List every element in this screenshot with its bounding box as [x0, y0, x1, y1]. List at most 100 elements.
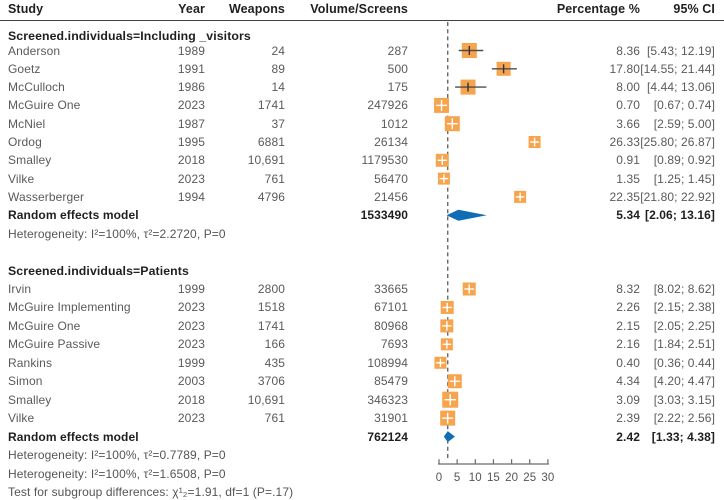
study-name: Anderson — [8, 43, 61, 58]
footnote-row: Test for subgroup differences: χ¹₂=1.91,… — [0, 483, 724, 500]
summary-label: Random effects model — [8, 208, 139, 223]
weapons-value: 14 — [271, 80, 285, 95]
weapons-value: 24 — [271, 43, 285, 58]
percentage-value: 26.33 — [609, 135, 640, 149]
study-row: Smalley 2018 10,691 346323 3.09 [3.03; 3.15] — [0, 391, 724, 409]
year-value: 2023 — [177, 98, 205, 113]
year-value: 1986 — [177, 80, 205, 95]
heterogeneity-note: Heterogeneity: I²=100%, τ²=1.6508, P=0 — [8, 466, 226, 481]
study-name: McGuire Passive — [8, 337, 101, 352]
year-value: 2023 — [177, 300, 205, 315]
year-value: 1989 — [177, 43, 205, 58]
study-row: McGuire Implementing 2023 1518 67101 2.26 [2.… — [0, 298, 724, 316]
summary-volume: 1533490 — [360, 208, 408, 223]
ci-value: [0.67; 0.74] — [653, 98, 715, 113]
summary-row: Random effects model 762124 2.42 [1.33; 4.3… — [0, 428, 724, 446]
year-value: 2023 — [177, 318, 205, 333]
study-row: McGuire One 2023 1741 80968 2.15 [2.05; 2.25] — [0, 317, 724, 335]
study-row: Goetz 1991 89 500 17.80 [14.55; 21.44] — [0, 60, 724, 78]
weapons-value: 1741 — [257, 318, 285, 333]
volume-value: 80968 — [374, 318, 408, 333]
volume-value: 85479 — [374, 374, 408, 389]
volume-value: 287 — [387, 43, 408, 58]
group-label: Screened.individuals=Including _visitors — [8, 29, 251, 43]
study-name: McGuire Implementing — [8, 300, 131, 315]
study-name: Ordog — [8, 135, 42, 149]
ci-value: [14.55; 21.44] — [640, 61, 715, 76]
summary-diamond — [446, 209, 487, 221]
weapons-value: 1741 — [257, 98, 285, 113]
percentage-value: 0.70 — [616, 98, 640, 113]
study-row: McCulloch 1986 14 175 8.00 [4.44; 13.06] — [0, 78, 724, 96]
ci-value: [4.44; 13.06] — [646, 80, 715, 95]
percentage-value: 2.16 — [616, 337, 640, 352]
percentage-value: 2.39 — [616, 411, 640, 426]
weapons-value: 435 — [264, 355, 285, 370]
volume-value: 175 — [387, 80, 408, 95]
column-header-volume: Volume/Screens — [310, 2, 408, 16]
weapons-value: 6881 — [257, 135, 285, 149]
percentage-value: 3.66 — [616, 116, 640, 131]
weapons-value: 3706 — [257, 374, 285, 389]
year-value: 1987 — [177, 116, 205, 131]
percentage-value: 8.32 — [616, 282, 640, 296]
percentage-value: 2.15 — [616, 318, 640, 333]
study-row: McGuire One 2023 1741 247926 0.70 [0.67; 0.74… — [0, 96, 724, 114]
weapons-value: 10,691 — [247, 392, 285, 407]
volume-value: 500 — [387, 61, 408, 76]
percentage-value: 1.35 — [616, 171, 640, 186]
header-divider-line — [0, 19, 724, 21]
ci-value: [21.80; 22.92] — [640, 189, 715, 204]
x-axis-tick-label: 20 — [505, 472, 518, 484]
ci-value: [8.02; 8.62] — [653, 282, 715, 296]
percentage-value: 8.36 — [616, 43, 640, 58]
ci-value: [2.59; 5.00] — [653, 116, 715, 131]
ci-value: [25.80; 26.87] — [640, 135, 715, 149]
study-name: Irvin — [8, 282, 32, 296]
column-header-ci: 95% CI — [673, 2, 715, 16]
study-name: Vilke — [8, 411, 35, 426]
x-axis-tick-label: 5 — [454, 472, 461, 484]
volume-value: 56470 — [374, 171, 408, 186]
study-name: McGuire One — [8, 98, 81, 113]
study-name: McNiel — [8, 116, 46, 131]
footnote-row: Heterogeneity: I²=100%, τ²=0.7789, P=0 — [0, 446, 724, 464]
study-row: Anderson 1989 24 287 8.36 [5.43; 12.19] — [0, 42, 724, 60]
volume-value: 1012 — [380, 116, 408, 131]
summary-percentage: 5.34 — [616, 208, 640, 223]
column-header-percentage: Percentage % — [556, 2, 640, 16]
weapons-value: 1518 — [257, 300, 285, 315]
study-row: Irvin 1999 2800 33665 8.32 [8.02; 8.62] — [0, 280, 724, 298]
weapons-value: 2800 — [257, 282, 285, 296]
year-value: 1995 — [177, 135, 205, 149]
year-value: 1999 — [177, 282, 205, 296]
year-value: 2018 — [177, 153, 205, 168]
ci-value: [3.03; 3.15] — [653, 392, 715, 407]
volume-value: 247926 — [367, 98, 408, 113]
volume-value: 31901 — [374, 411, 408, 426]
weapons-value: 166 — [264, 337, 285, 352]
study-name: Goetz — [8, 61, 41, 76]
x-axis-tick-label: 25 — [523, 472, 536, 484]
study-name: Vilke — [8, 171, 35, 186]
weapons-value: 4796 — [257, 189, 285, 204]
percentage-value: 0.91 — [616, 153, 640, 168]
ci-value: [1.84; 2.51] — [653, 337, 715, 352]
column-header-study: Study — [8, 2, 44, 16]
year-value: 2018 — [177, 392, 205, 407]
x-axis-tick-label: 30 — [541, 472, 554, 484]
volume-value: 26134 — [374, 135, 408, 149]
group-label-row: Screened.individuals=Including _visitors — [0, 27, 724, 45]
study-name: Smalley — [8, 153, 52, 168]
weapons-value: 10,691 — [247, 153, 285, 168]
summary-volume: 762124 — [367, 429, 408, 444]
heterogeneity-note: Heterogeneity: I²=100%, τ²=2.2720, P=0 — [8, 226, 226, 241]
subgroup-test-note: Test for subgroup differences: χ¹₂=1.91,… — [8, 484, 294, 499]
ci-value: [2.05; 2.25] — [653, 318, 715, 333]
percentage-value: 17.80 — [609, 61, 640, 76]
ci-value: [2.15; 2.38] — [653, 300, 715, 315]
volume-value: 67101 — [374, 300, 408, 315]
volume-value: 108994 — [367, 355, 408, 370]
volume-value: 33665 — [374, 282, 408, 296]
x-axis-tick-label: 0 — [436, 472, 443, 484]
